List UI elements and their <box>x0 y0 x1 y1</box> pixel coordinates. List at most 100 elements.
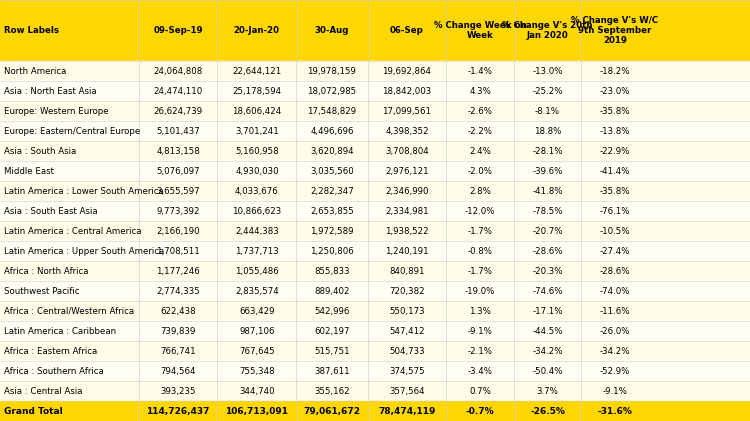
Text: -19.0%: -19.0% <box>465 287 495 296</box>
Text: -34.2%: -34.2% <box>600 346 630 355</box>
Bar <box>0 241 750 261</box>
Bar <box>0 401 750 421</box>
Text: 855,833: 855,833 <box>314 266 350 275</box>
Bar <box>0 61 750 81</box>
Text: -39.6%: -39.6% <box>532 167 562 176</box>
Text: -41.4%: -41.4% <box>600 167 630 176</box>
Text: 1,177,246: 1,177,246 <box>156 266 200 275</box>
Text: -22.9%: -22.9% <box>600 147 630 155</box>
Text: 602,197: 602,197 <box>314 327 350 336</box>
Text: 20-Jan-20: 20-Jan-20 <box>234 26 280 35</box>
Text: 387,611: 387,611 <box>314 367 350 376</box>
Text: % Change Week on
Week: % Change Week on Week <box>433 21 526 40</box>
Text: 840,891: 840,891 <box>389 266 424 275</box>
Text: 19,978,159: 19,978,159 <box>308 67 356 75</box>
Text: -2.0%: -2.0% <box>467 167 493 176</box>
Bar <box>0 341 750 361</box>
Text: 2,346,990: 2,346,990 <box>386 187 429 195</box>
Text: -35.8%: -35.8% <box>600 107 630 115</box>
Text: -20.3%: -20.3% <box>532 266 562 275</box>
Text: 374,575: 374,575 <box>389 367 424 376</box>
Text: 09-Sep-19: 09-Sep-19 <box>153 26 203 35</box>
Text: -28.1%: -28.1% <box>532 147 562 155</box>
Bar <box>0 201 750 221</box>
Text: 1,972,589: 1,972,589 <box>310 226 353 235</box>
Text: 30-Aug: 30-Aug <box>315 26 349 35</box>
Text: 889,402: 889,402 <box>314 287 350 296</box>
Text: -10.5%: -10.5% <box>600 226 630 235</box>
Bar <box>0 281 750 301</box>
Text: 1,708,511: 1,708,511 <box>156 247 200 256</box>
Text: Latin America : Central America: Latin America : Central America <box>4 226 141 235</box>
Text: 2.4%: 2.4% <box>469 147 491 155</box>
Text: -20.7%: -20.7% <box>532 226 562 235</box>
Text: 344,740: 344,740 <box>239 386 274 395</box>
Text: 2,166,190: 2,166,190 <box>156 226 200 235</box>
Text: 17,099,561: 17,099,561 <box>382 107 431 115</box>
Text: 3,035,560: 3,035,560 <box>310 167 354 176</box>
Text: -34.2%: -34.2% <box>532 346 562 355</box>
Bar <box>0 361 750 381</box>
Text: 18,842,003: 18,842,003 <box>382 87 431 96</box>
Text: 25,178,594: 25,178,594 <box>232 87 281 96</box>
Text: 663,429: 663,429 <box>239 306 274 315</box>
Text: -76.1%: -76.1% <box>600 207 630 216</box>
Text: 515,751: 515,751 <box>314 346 350 355</box>
Text: -23.0%: -23.0% <box>600 87 630 96</box>
Text: 393,235: 393,235 <box>160 386 196 395</box>
Text: -1.7%: -1.7% <box>467 266 493 275</box>
Text: 18,072,985: 18,072,985 <box>308 87 356 96</box>
Text: Asia : Central Asia: Asia : Central Asia <box>4 386 82 395</box>
Text: 24,064,808: 24,064,808 <box>154 67 203 75</box>
Text: Southwest Pacific: Southwest Pacific <box>4 287 80 296</box>
Text: -9.1%: -9.1% <box>467 327 493 336</box>
Text: 2,976,121: 2,976,121 <box>385 167 429 176</box>
Bar <box>0 121 750 141</box>
Text: Latin America : Lower South America: Latin America : Lower South America <box>4 187 164 195</box>
Text: 18,606,424: 18,606,424 <box>232 107 281 115</box>
Bar <box>0 101 750 121</box>
Text: Africa : Central/Western Africa: Africa : Central/Western Africa <box>4 306 134 315</box>
Text: 10,866,623: 10,866,623 <box>232 207 281 216</box>
Text: 767,645: 767,645 <box>239 346 274 355</box>
Text: 755,348: 755,348 <box>239 367 274 376</box>
Text: 18.8%: 18.8% <box>534 127 561 136</box>
Text: -28.6%: -28.6% <box>532 247 562 256</box>
Text: Grand Total: Grand Total <box>4 407 62 416</box>
Text: 2,835,574: 2,835,574 <box>235 287 279 296</box>
Text: 2.8%: 2.8% <box>469 187 491 195</box>
Bar <box>0 81 750 101</box>
Text: -8.1%: -8.1% <box>535 107 560 115</box>
Text: -18.2%: -18.2% <box>600 67 630 75</box>
Text: 5,160,958: 5,160,958 <box>235 147 279 155</box>
Text: 3,655,597: 3,655,597 <box>156 187 200 195</box>
Text: -11.6%: -11.6% <box>600 306 630 315</box>
Text: -50.4%: -50.4% <box>532 367 562 376</box>
Text: 78,474,119: 78,474,119 <box>378 407 436 416</box>
Text: 79,061,672: 79,061,672 <box>303 407 360 416</box>
Text: 1.3%: 1.3% <box>469 306 491 315</box>
Text: 3.7%: 3.7% <box>536 386 559 395</box>
Text: % Change V's 20th
Jan 2020: % Change V's 20th Jan 2020 <box>503 21 592 40</box>
Text: 5,076,097: 5,076,097 <box>156 167 200 176</box>
Text: 542,996: 542,996 <box>314 306 350 315</box>
Text: -27.4%: -27.4% <box>600 247 630 256</box>
Text: 766,741: 766,741 <box>160 346 196 355</box>
Text: -78.5%: -78.5% <box>532 207 562 216</box>
Text: 114,726,437: 114,726,437 <box>146 407 210 416</box>
Text: 2,774,335: 2,774,335 <box>156 287 200 296</box>
Text: Africa : Southern Africa: Africa : Southern Africa <box>4 367 104 376</box>
Text: 1,055,486: 1,055,486 <box>235 266 279 275</box>
Text: 106,713,091: 106,713,091 <box>225 407 288 416</box>
Text: -25.2%: -25.2% <box>532 87 562 96</box>
Text: -0.7%: -0.7% <box>466 407 494 416</box>
Text: 504,733: 504,733 <box>389 346 424 355</box>
Text: -44.5%: -44.5% <box>532 327 562 336</box>
Text: 24,474,110: 24,474,110 <box>154 87 203 96</box>
Text: Latin America : Upper South America: Latin America : Upper South America <box>4 247 164 256</box>
Text: 2,653,855: 2,653,855 <box>310 207 354 216</box>
Text: -17.1%: -17.1% <box>532 306 562 315</box>
Text: 06-Sep: 06-Sep <box>390 26 424 35</box>
Text: North America: North America <box>4 67 66 75</box>
Text: 3,620,894: 3,620,894 <box>310 147 354 155</box>
